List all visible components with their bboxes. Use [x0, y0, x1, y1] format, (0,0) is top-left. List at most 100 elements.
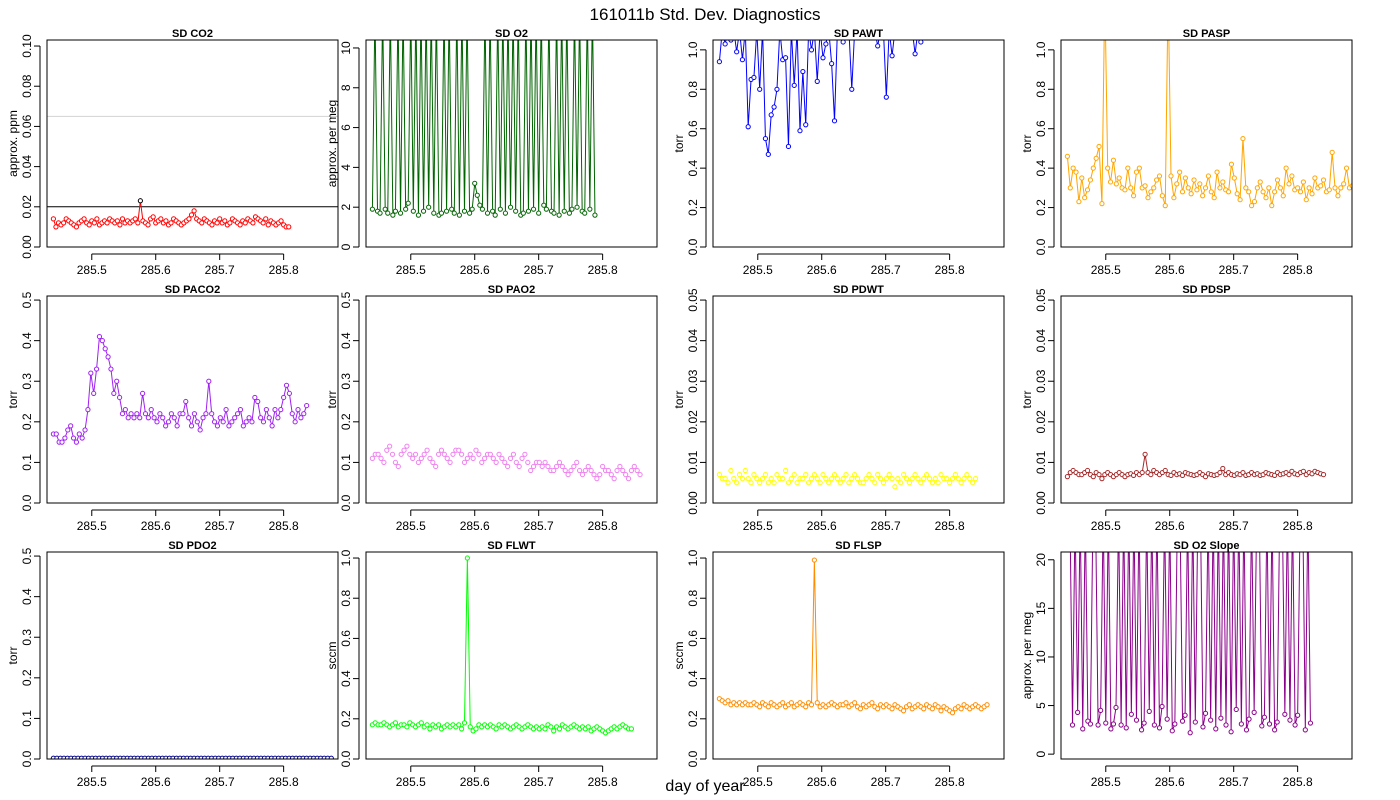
- data-point: [757, 86, 763, 92]
- data-point: [1332, 185, 1338, 191]
- data-point: [137, 198, 143, 204]
- data-point: [490, 208, 496, 214]
- data-point: [1266, 185, 1272, 191]
- data-point: [1113, 704, 1119, 711]
- data-point: [119, 216, 126, 222]
- y-axis-label: sccm: [325, 642, 339, 670]
- data-point: [1164, 716, 1170, 722]
- data-point: [443, 208, 450, 214]
- data-point: [132, 216, 138, 222]
- data-point: [739, 57, 746, 63]
- data-point: [929, 706, 935, 712]
- y-tick-label: 0.01: [686, 450, 700, 474]
- y-tick-label: 10: [1034, 650, 1048, 664]
- data-point: [794, 480, 800, 486]
- data-point: [1192, 719, 1198, 725]
- data-point: [1082, 195, 1088, 201]
- data-point: [484, 210, 491, 216]
- panel-title: SD PACO2: [165, 284, 220, 296]
- data-point: [1248, 203, 1255, 209]
- data-point: [571, 463, 577, 470]
- y-tick-label: 0.5: [20, 547, 34, 564]
- data-point: [1096, 143, 1102, 150]
- panel-1: SD O2 approx. per meg 285.5 285.6 285.7 285.8…: [325, 28, 658, 277]
- data-point: [823, 41, 829, 47]
- y-tick-label: 0.04: [1034, 329, 1048, 353]
- data-point: [765, 151, 771, 157]
- data-point: [1076, 199, 1082, 205]
- data-point: [1187, 730, 1193, 736]
- y-tick-label: 0.6: [686, 120, 700, 137]
- panel-title: SD PASP: [1183, 28, 1230, 40]
- data-point: [1145, 195, 1151, 201]
- data-point: [381, 459, 387, 466]
- panel-title: SD FLWT: [487, 540, 536, 552]
- data-point: [892, 484, 898, 490]
- x-tick-label: 285.5: [743, 519, 773, 533]
- data-point: [1217, 469, 1223, 476]
- data-point: [461, 720, 468, 726]
- data-point: [1096, 471, 1102, 478]
- y-tick-label: 0.0: [339, 494, 353, 511]
- data-point: [82, 427, 88, 433]
- data-point: [145, 222, 151, 228]
- data-point: [785, 143, 792, 150]
- data-point: [214, 423, 221, 429]
- data-point: [1069, 722, 1076, 728]
- y-tick-label: 0.0: [686, 750, 700, 767]
- data-point: [605, 467, 611, 474]
- data-point: [191, 411, 198, 417]
- data-point: [574, 459, 580, 466]
- data-point: [528, 467, 534, 474]
- data-point: [516, 463, 522, 470]
- y-tick-label: 1.0: [686, 549, 700, 566]
- data-point: [295, 407, 301, 413]
- data-point: [378, 455, 384, 461]
- data-point: [1171, 195, 1177, 201]
- data-point: [918, 480, 924, 486]
- data-point: [562, 467, 568, 474]
- x-tick-label: 285.5: [396, 263, 426, 277]
- data-point: [474, 192, 480, 198]
- data-point: [520, 210, 526, 216]
- data-point: [617, 463, 623, 470]
- data-point: [73, 224, 80, 230]
- x-tick-label: 285.5: [396, 519, 426, 533]
- data-point: [211, 419, 218, 425]
- series-line: [371, 40, 596, 217]
- data-point: [286, 390, 292, 397]
- data-point: [875, 43, 881, 49]
- plot-area: [369, 40, 598, 218]
- y-tick-label: 0.6: [339, 630, 353, 647]
- data-point: [385, 210, 391, 216]
- data-point: [611, 476, 617, 482]
- data-point: [1272, 727, 1278, 733]
- data-point: [1110, 157, 1117, 163]
- data-point: [1213, 726, 1219, 732]
- data-point: [1128, 711, 1134, 717]
- plot-frame: [1060, 551, 1353, 760]
- data-point: [125, 415, 131, 421]
- data-point: [479, 459, 485, 466]
- data-point: [1326, 187, 1332, 193]
- y-tick-label: 0.03: [686, 369, 700, 393]
- data-point: [384, 447, 390, 453]
- data-point: [456, 212, 462, 218]
- data-point: [186, 415, 192, 421]
- data-point: [1159, 193, 1165, 199]
- data-point: [263, 407, 269, 413]
- panel-title: SD PDSP: [1182, 284, 1230, 296]
- y-axis-label: torr: [672, 390, 686, 408]
- data-point: [214, 220, 220, 226]
- y-axis-label: torr: [6, 390, 20, 408]
- y-tick-label: 0.4: [339, 332, 353, 349]
- data-point: [791, 471, 797, 478]
- data-point: [283, 382, 290, 388]
- plot-area: [47, 115, 338, 230]
- data-point: [472, 180, 478, 186]
- x-tick-label: 285.6: [1155, 263, 1185, 277]
- data-point: [1075, 709, 1081, 715]
- data-point: [889, 476, 895, 482]
- data-point: [404, 443, 410, 449]
- data-point: [1108, 726, 1114, 732]
